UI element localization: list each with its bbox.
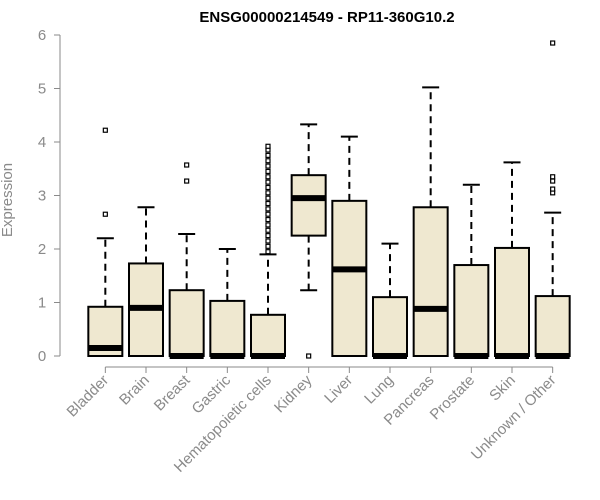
- box-iqr: [453, 264, 490, 357]
- outlier-point: [550, 174, 556, 180]
- outlier-point: [265, 195, 271, 201]
- box-group: [128, 206, 164, 358]
- y-axis-label: Expression: [0, 163, 16, 237]
- outlier-point: [265, 211, 271, 217]
- box-group: [168, 162, 205, 359]
- y-tick-label: 4: [38, 134, 46, 151]
- box-group: [534, 40, 571, 359]
- outlier-point: [265, 238, 271, 244]
- outlier-point: [265, 168, 271, 175]
- box-iqr: [290, 174, 327, 237]
- outlier-point: [265, 143, 271, 149]
- outlier-point: [265, 243, 271, 249]
- box-group: [290, 123, 327, 359]
- box-iqr: [372, 296, 408, 357]
- y-axis: 0 1 2 3 4 5 6: [38, 27, 61, 365]
- box-iqr: [494, 246, 530, 357]
- outlier-point: [265, 158, 271, 164]
- outlier-point: [306, 353, 312, 359]
- y-tick-label: 6: [38, 27, 46, 44]
- box-iqr: [209, 299, 246, 357]
- x-tick-label: Prostate: [427, 372, 479, 424]
- x-tick-label: Liver: [321, 372, 356, 407]
- x-tick-label: Breast: [151, 371, 194, 414]
- box-group: [494, 161, 530, 359]
- box-iqr: [412, 206, 449, 357]
- outlier-point: [265, 174, 271, 180]
- box-group: [453, 183, 490, 359]
- outlier-point: [550, 186, 556, 192]
- outlier-point: [265, 249, 271, 255]
- y-tick-label: 1: [38, 295, 46, 312]
- box-iqr: [168, 289, 205, 358]
- box-iqr: [534, 295, 571, 357]
- outlier-point: [184, 162, 190, 168]
- box-group: [87, 127, 124, 357]
- outlier-point: [265, 179, 271, 185]
- outlier-point: [265, 233, 271, 239]
- outlier-point: [265, 227, 271, 233]
- chart-title: ENSG00000214549 - RP11-360G10.2: [199, 9, 454, 26]
- outlier-point: [265, 206, 271, 212]
- outlier-point: [265, 184, 271, 191]
- box-group: [331, 135, 368, 357]
- outlier-point: [265, 163, 271, 169]
- outlier-point: [265, 152, 271, 158]
- outlier-point: [265, 216, 271, 223]
- box-group: [250, 143, 286, 359]
- y-tick-label: 3: [38, 188, 46, 205]
- x-tick-label: Bladder: [64, 372, 113, 421]
- box-group: [209, 248, 246, 359]
- x-tick-label: Kidney: [271, 371, 316, 416]
- box-series: [87, 40, 571, 359]
- outlier-point: [184, 178, 190, 184]
- box-group: [412, 86, 449, 357]
- outlier-point: [265, 200, 271, 207]
- outlier-point: [265, 222, 271, 228]
- x-tick-label: Lung: [361, 372, 397, 408]
- y-tick-label: 2: [38, 241, 46, 258]
- outlier-point: [265, 190, 271, 196]
- outlier-point: [550, 178, 556, 184]
- outlier-point: [102, 127, 108, 133]
- y-tick-label: 5: [38, 81, 46, 98]
- outlier-point: [102, 211, 108, 217]
- box-iqr: [331, 199, 368, 357]
- y-tick-label: 0: [38, 348, 46, 365]
- outlier-point: [550, 40, 556, 46]
- box-iqr: [250, 313, 286, 357]
- box-group: [372, 242, 408, 359]
- x-tick-label: Brain: [116, 372, 153, 409]
- x-tick-label: Skin: [486, 372, 519, 405]
